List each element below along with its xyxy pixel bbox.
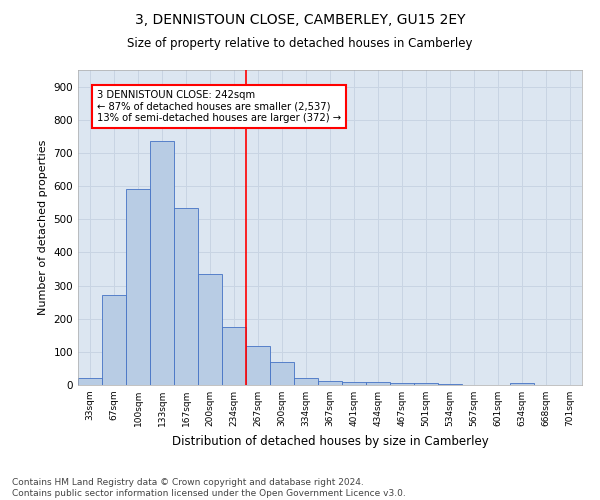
Bar xyxy=(102,296,126,385)
Y-axis label: Number of detached properties: Number of detached properties xyxy=(38,140,48,315)
Bar xyxy=(174,208,198,385)
Text: 3 DENNISTOUN CLOSE: 242sqm
← 87% of detached houses are smaller (2,537)
13% of s: 3 DENNISTOUN CLOSE: 242sqm ← 87% of deta… xyxy=(97,90,341,123)
Bar xyxy=(222,327,246,385)
Bar xyxy=(510,384,534,385)
Bar xyxy=(414,384,438,385)
X-axis label: Distribution of detached houses by size in Camberley: Distribution of detached houses by size … xyxy=(172,434,488,448)
Bar xyxy=(438,384,462,385)
Bar xyxy=(198,274,222,385)
Bar xyxy=(294,378,318,385)
Bar xyxy=(150,142,174,385)
Bar xyxy=(270,362,294,385)
Bar xyxy=(318,380,342,385)
Bar xyxy=(126,190,150,385)
Text: Contains HM Land Registry data © Crown copyright and database right 2024.
Contai: Contains HM Land Registry data © Crown c… xyxy=(12,478,406,498)
Bar xyxy=(366,382,390,385)
Bar xyxy=(390,383,414,385)
Bar xyxy=(246,346,270,385)
Text: Size of property relative to detached houses in Camberley: Size of property relative to detached ho… xyxy=(127,38,473,51)
Bar xyxy=(342,382,366,385)
Bar xyxy=(78,378,102,385)
Text: 3, DENNISTOUN CLOSE, CAMBERLEY, GU15 2EY: 3, DENNISTOUN CLOSE, CAMBERLEY, GU15 2EY xyxy=(135,12,465,26)
